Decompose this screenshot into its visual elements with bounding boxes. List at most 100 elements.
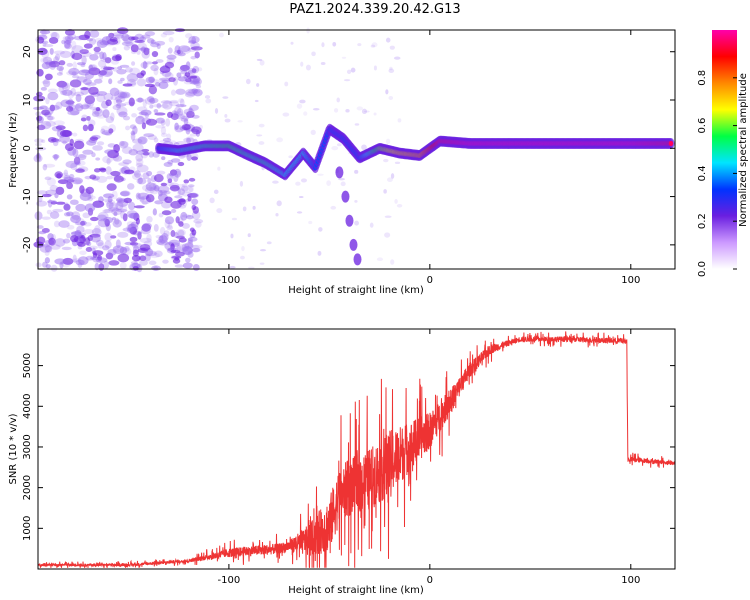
- noise-blob: [117, 200, 125, 204]
- y-tick-label: -20: [22, 237, 33, 253]
- noise-blob: [259, 59, 265, 66]
- noise-blob: [160, 33, 168, 38]
- noise-blob: [296, 103, 303, 109]
- noise-blob: [80, 117, 87, 122]
- noise-blob: [160, 182, 168, 187]
- noise-blob: [82, 149, 94, 155]
- noise-blob: [150, 64, 159, 72]
- noise-blob: [129, 124, 137, 130]
- noise-blob: [47, 116, 54, 121]
- noise-blob: [105, 116, 115, 124]
- noise-blob: [70, 87, 76, 97]
- branch-blob: [335, 166, 344, 179]
- noise-blob: [133, 260, 139, 268]
- noise-blob: [170, 230, 176, 238]
- noise-blob: [354, 220, 359, 226]
- noise-blob: [36, 236, 46, 245]
- noise-blob: [53, 220, 60, 228]
- noise-blob: [101, 68, 113, 77]
- noise-blob: [141, 184, 153, 192]
- noise-blob: [95, 257, 108, 263]
- noise-blob: [62, 89, 73, 96]
- noise-blob: [184, 72, 191, 77]
- noise-blob: [160, 100, 173, 104]
- noise-blob: [298, 196, 304, 199]
- noise-blob: [86, 139, 97, 146]
- noise-blob: [103, 65, 108, 74]
- noise-blob: [89, 53, 99, 61]
- noise-blob: [152, 61, 158, 65]
- noise-blob: [82, 78, 92, 85]
- noise-blob: [50, 201, 57, 205]
- noise-blob: [103, 193, 115, 199]
- noise-blob: [180, 185, 189, 192]
- noise-blob: [71, 52, 83, 61]
- noise-blob: [154, 82, 161, 87]
- noise-blob: [34, 138, 44, 143]
- noise-blob: [258, 141, 265, 145]
- noise-blob: [135, 217, 140, 225]
- noise-blob: [113, 248, 120, 253]
- noise-blob: [290, 41, 294, 45]
- noise-blob: [44, 250, 50, 256]
- noise-blob: [149, 104, 154, 109]
- noise-blob: [98, 263, 105, 271]
- noise-blob: [119, 140, 125, 146]
- noise-blob: [390, 173, 395, 179]
- spectrogram-y-ticks: -20 -10 0 10 20: [22, 45, 675, 253]
- y-tick-label: 5000: [22, 353, 33, 378]
- noise-blob: [167, 247, 174, 252]
- noise-blob: [160, 103, 169, 109]
- noise-blob: [300, 178, 307, 183]
- noise-blob: [126, 210, 138, 218]
- noise-blob: [66, 181, 73, 190]
- noise-blob: [115, 239, 121, 249]
- noise-blob: [112, 219, 122, 228]
- noise-blob: [65, 160, 78, 169]
- snr-y-ticks: 1000 2000 3000 4000 5000: [22, 353, 675, 541]
- noise-blob: [160, 120, 166, 126]
- noise-blob: [318, 227, 323, 232]
- noise-blob: [224, 118, 231, 123]
- noise-blob: [130, 261, 138, 265]
- noise-blob: [317, 250, 322, 256]
- noise-blob: [190, 55, 197, 60]
- noise-blob: [93, 78, 103, 84]
- noise-blob: [38, 196, 43, 203]
- noise-blob: [299, 99, 306, 104]
- noise-blob: [67, 98, 74, 108]
- noise-blob: [56, 124, 62, 132]
- noise-blob: [333, 108, 339, 113]
- noise-blob: [317, 173, 324, 176]
- noise-blob: [106, 175, 114, 180]
- noise-blob: [66, 179, 75, 183]
- noise-blob: [97, 72, 105, 77]
- noise-blob: [162, 259, 169, 264]
- noise-blob: [128, 201, 136, 211]
- noise-blob: [40, 86, 47, 91]
- noise-blob: [214, 107, 219, 114]
- colorbar-tick-label: 0.2: [697, 213, 708, 229]
- colorbar-tick-label: 0.6: [697, 118, 708, 134]
- noise-blob: [44, 257, 50, 264]
- noise-blob: [72, 254, 77, 263]
- noise-blob: [146, 215, 153, 223]
- noise-blob: [256, 58, 263, 61]
- noise-blob: [64, 35, 74, 42]
- noise-blob: [222, 96, 229, 99]
- noise-blob: [373, 112, 377, 116]
- noise-blob: [138, 111, 148, 116]
- noise-blob: [137, 97, 143, 103]
- noise-blob: [41, 216, 51, 220]
- noise-blob: [369, 222, 374, 228]
- noise-blob: [119, 91, 131, 99]
- noise-blob: [156, 43, 161, 50]
- noise-blob: [77, 241, 86, 247]
- noise-blob: [180, 118, 189, 122]
- noise-blob: [204, 95, 211, 99]
- noise-blob: [155, 234, 162, 239]
- noise-blob: [110, 170, 121, 177]
- noise-blob: [171, 208, 177, 214]
- noise-blob: [186, 137, 191, 144]
